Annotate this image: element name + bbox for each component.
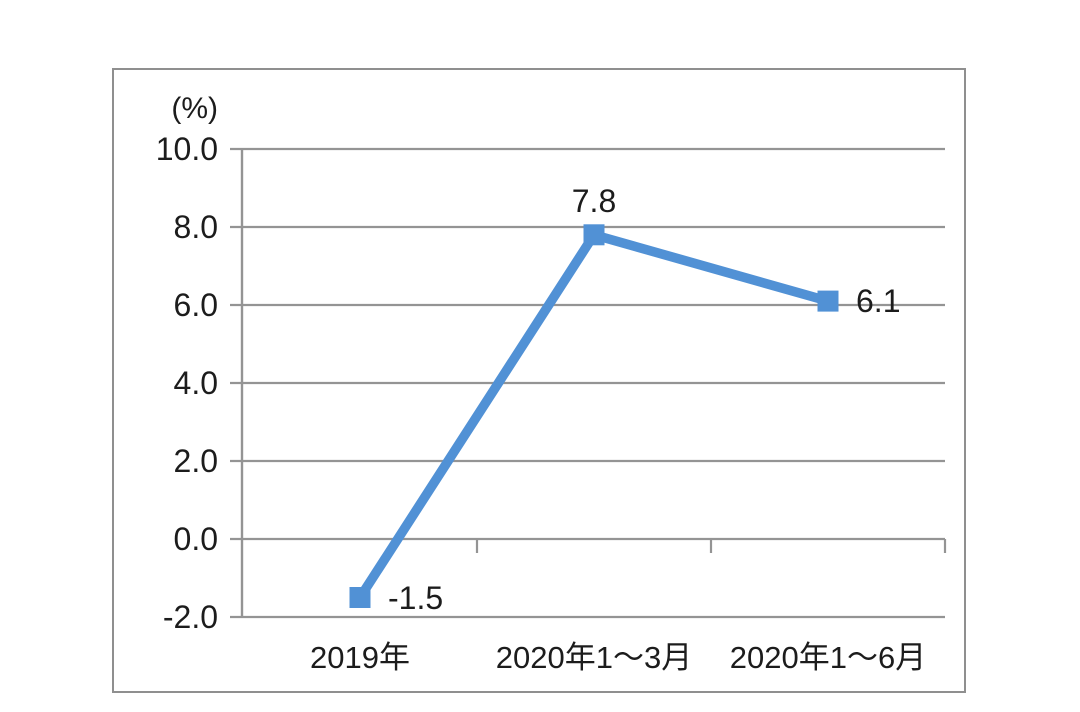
x-category-label: 2019年: [310, 640, 410, 675]
axes: [240, 148, 947, 618]
y-tick-label: 2.0: [173, 443, 218, 479]
data-point-label: -1.5: [388, 579, 444, 616]
x-category-label: 2020年1～6月: [729, 640, 927, 675]
y-tick-label: 8.0: [173, 209, 218, 245]
gridlines: [230, 147, 945, 619]
series-line: [349, 224, 839, 608]
x-category-label: 2020年1～3月: [495, 640, 693, 675]
data-point-label: 7.8: [571, 182, 617, 219]
y-tick-label: 0.0: [173, 521, 218, 557]
y-axis-unit-label: (%): [171, 92, 218, 125]
chart-frame: [112, 68, 966, 693]
y-tick-label: 6.0: [173, 287, 218, 323]
data-point-label: 6.1: [856, 283, 901, 320]
y-tick-label: -2.0: [162, 599, 218, 635]
y-tick-label: 10.0: [155, 131, 218, 167]
y-tick-label: 4.0: [173, 365, 218, 401]
